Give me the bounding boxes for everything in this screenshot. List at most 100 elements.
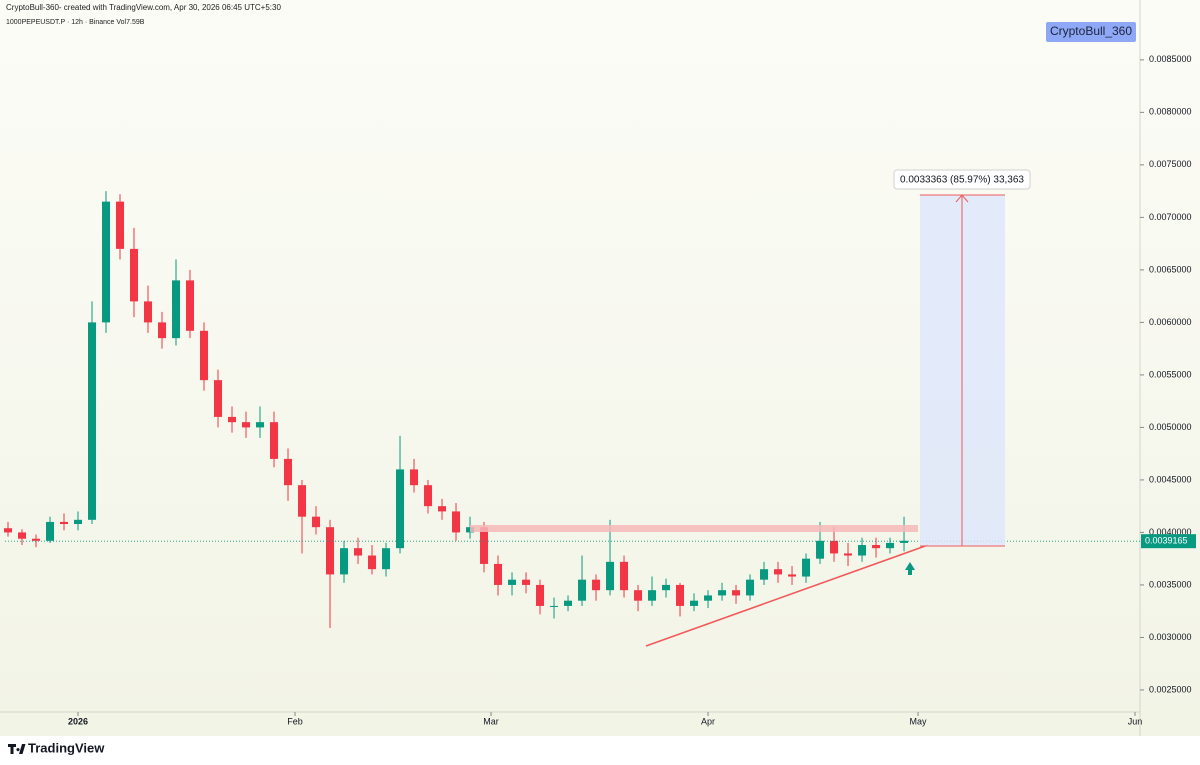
candle-body	[774, 569, 783, 575]
y-tick-label: 0.0045000	[1149, 474, 1192, 484]
candle-body	[424, 485, 433, 507]
y-tick-label: 0.0040000	[1149, 527, 1192, 537]
candle-body	[200, 330, 209, 381]
badge: CryptoBull_360	[1050, 24, 1132, 38]
candle-body	[4, 528, 13, 533]
candle-body	[298, 485, 307, 517]
y-tick-label: 0.0080000	[1149, 107, 1192, 117]
candle-body	[788, 574, 797, 577]
footer	[0, 736, 1200, 765]
candle-body	[802, 558, 811, 577]
candle-body	[74, 519, 83, 525]
candle-body	[116, 201, 125, 249]
candle-body	[592, 579, 601, 591]
candle-body	[480, 527, 489, 564]
candle-body	[746, 579, 755, 596]
candle-body	[718, 590, 727, 596]
candle-body	[648, 590, 657, 601]
candle-body	[242, 422, 251, 428]
logo: TradingView	[8, 740, 105, 755]
candle-body	[704, 595, 713, 601]
candle-body	[760, 569, 769, 580]
candle-body	[340, 548, 349, 575]
candle-body	[60, 521, 69, 525]
candle-body	[186, 280, 195, 331]
candle-body	[396, 469, 405, 549]
candle-body	[88, 322, 97, 520]
candle-body	[354, 548, 363, 556]
credit: CryptoBull-360- created with TradingView…	[6, 3, 281, 12]
y-tick-label: 0.0070000	[1149, 212, 1192, 222]
badge-box	[1046, 22, 1136, 42]
candle-body	[382, 548, 391, 570]
candle-body	[536, 584, 545, 606]
candle-body	[18, 532, 27, 539]
y-tick-label: 0.0025000	[1149, 684, 1192, 694]
candle-body	[452, 511, 461, 533]
candle-body	[214, 380, 223, 417]
candle-body	[858, 545, 867, 556]
candle-body	[564, 600, 573, 606]
candle-body	[732, 590, 741, 596]
candle-body	[256, 422, 265, 428]
x-tick-label: Apr	[701, 716, 715, 726]
candle-body	[46, 521, 55, 541]
candle-body	[270, 422, 279, 459]
candle-body	[634, 590, 643, 601]
resistance-zone	[470, 525, 918, 532]
y-tick-label: 0.0035000	[1149, 579, 1192, 589]
candle-body	[816, 540, 825, 559]
candle-body	[158, 322, 167, 339]
last-price-box	[1141, 534, 1196, 549]
measure-label: 0.0033363 (85.97%) 33,363	[900, 175, 1024, 186]
candle-body	[508, 579, 517, 585]
candle-body	[228, 416, 237, 423]
y-tick-label: 0.0065000	[1149, 264, 1192, 274]
x-tick-label: Mar	[483, 716, 499, 726]
x-tick-label: Feb	[287, 716, 303, 726]
candle-body	[494, 563, 503, 585]
x-tick-label: May	[910, 716, 928, 726]
candle-body	[368, 555, 377, 570]
plot-background	[0, 0, 1200, 736]
signal-arrow	[905, 562, 915, 575]
candle-body	[844, 553, 853, 556]
y-tick-label: 0.0055000	[1149, 369, 1192, 379]
candle-body	[438, 506, 447, 512]
candle-body	[130, 248, 139, 302]
y-tick-label: 0.0060000	[1149, 317, 1192, 327]
candle-body	[620, 561, 629, 591]
y-tick-label: 0.0030000	[1149, 632, 1192, 642]
candle-body	[676, 584, 685, 606]
chart-title: 1000PEPEUSDT.P · 12h · Binance Vol7.59B	[6, 19, 145, 26]
candle-body	[662, 584, 671, 591]
candle-body	[172, 280, 181, 339]
y-tick-label: 0.0075000	[1149, 159, 1192, 169]
measure-arrow-head	[955, 194, 969, 203]
trendline	[645, 544, 929, 647]
candle-body	[102, 201, 111, 323]
candle-body	[872, 545, 881, 549]
logo-text: TradingView	[28, 740, 105, 755]
candle-body	[690, 600, 699, 606]
x-tick-label: 2026	[68, 716, 88, 726]
x-tick-label: Jun	[1128, 716, 1143, 726]
last-price-label: 0.0039165	[1145, 536, 1188, 546]
candle-body	[550, 605, 559, 607]
candle-body	[144, 301, 153, 323]
candle-body	[578, 579, 587, 601]
candle-body	[284, 458, 293, 486]
candle-body	[326, 527, 335, 575]
y-tick-label: 0.0085000	[1149, 54, 1192, 64]
candle-body	[606, 561, 615, 591]
candle-body	[312, 516, 321, 528]
candle-body	[522, 579, 531, 585]
candle-body	[830, 540, 839, 554]
measure-label-box	[893, 169, 1031, 190]
y-tick-label: 0.0050000	[1149, 422, 1192, 432]
candle-body	[32, 538, 41, 541]
candle-body	[900, 540, 909, 543]
candle-body	[886, 542, 895, 549]
candle-body	[410, 469, 419, 486]
